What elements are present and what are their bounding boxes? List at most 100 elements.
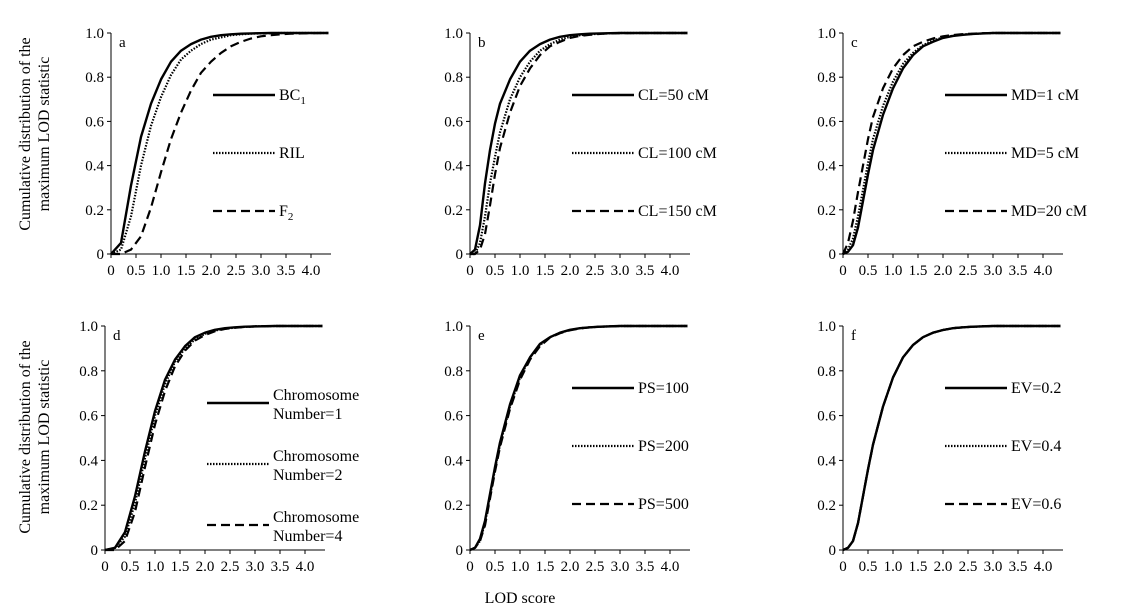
x-tick-label: 2.5 (586, 263, 605, 279)
panel-label: a (119, 35, 126, 51)
legend-label: PS=100 (638, 380, 689, 397)
x-tick-label: 1.0 (511, 559, 530, 575)
x-tick-label: 3.0 (611, 559, 630, 575)
chart-panel-e: 0 0.2 0.4 0.6 0.8 1.0 0 0.5 1.0 1.5 2.0 2.5 3.0 3.5 4.… (444, 319, 690, 575)
x-tick-label: 1.0 (511, 263, 530, 279)
legend-label: MD=20 cM (1011, 203, 1087, 220)
legend-label: Chromosome (273, 448, 359, 465)
x-tick-label: 1.0 (152, 263, 171, 279)
y-tick-label: 0.4 (79, 453, 98, 469)
y-tick-label: 0.6 (817, 409, 836, 425)
series-line-solid (469, 324, 688, 552)
x-tick-label: 3.0 (984, 559, 1003, 575)
y-tick-label: 0.6 (817, 114, 836, 130)
x-tick-label: 3.5 (636, 263, 655, 279)
x-tick-label: 3.0 (252, 263, 271, 279)
y-tick-label: 0 (829, 247, 837, 263)
legend-label: BC1 (279, 87, 306, 107)
x-tick-label: 4.0 (1034, 559, 1053, 575)
x-axis-title: LOD score (485, 590, 556, 607)
x-tick-label: 2.5 (586, 559, 605, 575)
x-tick-label: 0 (466, 263, 474, 279)
y-axis-title-bottom: Cumulative distribution of the (17, 340, 34, 533)
y-tick-label: 1.0 (817, 26, 836, 42)
series-line-dashed (470, 31, 688, 256)
series-line-dotted (104, 324, 323, 552)
legend-label: CL=150 cM (638, 203, 717, 220)
legend-label: PS=500 (638, 496, 689, 513)
legend-label: MD=1 cM (1011, 87, 1079, 104)
x-tick-label: 3.5 (271, 559, 290, 575)
y-tick-label: 0.4 (444, 159, 463, 175)
series-line-solid (842, 324, 1061, 552)
x-tick-label: 1.5 (909, 263, 928, 279)
y-tick-label: 0.8 (817, 364, 836, 380)
y-tick-label: 0.2 (817, 203, 836, 219)
x-tick-label: 1.5 (177, 263, 196, 279)
series-line-dotted (110, 31, 329, 256)
legend-label-subscript: 1 (300, 95, 306, 107)
y-tick-label: 1.0 (817, 319, 836, 335)
x-tick-label: 1.5 (171, 559, 190, 575)
series-line-dotted (842, 31, 1061, 255)
y-tick-label: 0.6 (79, 409, 98, 425)
y-tick-label: 0 (456, 543, 464, 559)
y-tick-label: 0 (91, 543, 99, 559)
x-tick-label: 2.5 (959, 263, 978, 279)
y-tick-label: 0.2 (444, 498, 463, 514)
y-tick-label: 1.0 (444, 26, 463, 42)
series-line-solid (104, 324, 323, 552)
y-tick-label: 0.4 (85, 159, 104, 175)
x-tick-label: 2.5 (959, 559, 978, 575)
y-tick-label: 0.8 (817, 70, 836, 86)
legend-label: F2 (279, 203, 293, 223)
chart-panel-b: 0 0.2 0.4 0.6 0.8 1.0 0 0.5 1.0 1.5 2.0 2.5 3.0 3.5 4.… (444, 26, 717, 279)
x-tick-label: 1.0 (884, 559, 903, 575)
series-line-dashed (111, 31, 329, 256)
y-tick-label: 0 (456, 247, 464, 263)
x-tick-label: 2.0 (934, 263, 953, 279)
legend-label: EV=0.6 (1011, 496, 1061, 513)
x-tick-label: 2.5 (221, 559, 240, 575)
x-tick-label: 1.0 (884, 263, 903, 279)
legend-label-subscript: 2 (288, 211, 294, 223)
x-tick-label: 2.0 (561, 263, 580, 279)
x-tick-label: 4.0 (661, 263, 680, 279)
x-tick-label: 3.5 (1009, 559, 1028, 575)
chart-panel-c: 0 0.2 0.4 0.6 0.8 1.0 0 0.5 1.0 1.5 2.0 2.5 3.0 3.5 4.… (817, 26, 1087, 279)
x-tick-label: 2.0 (202, 263, 221, 279)
x-tick-label: 0.5 (121, 559, 140, 575)
y-axis-title-top-line2: maximum LOD statistic (36, 57, 53, 212)
y-tick-label: 0.2 (817, 498, 836, 514)
x-tick-label: 4.0 (1034, 263, 1053, 279)
legend-label-line2: Number=4 (273, 528, 342, 545)
x-tick-label: 3.0 (246, 559, 265, 575)
x-tick-label: 1.5 (536, 559, 555, 575)
x-tick-label: 3.5 (277, 263, 296, 279)
y-tick-label: 0.2 (85, 203, 104, 219)
x-tick-label: 2.5 (227, 263, 246, 279)
y-tick-label: 0.8 (444, 364, 463, 380)
y-tick-label: 1.0 (79, 319, 98, 335)
legend-label-line2: Number=2 (273, 467, 342, 484)
chart-panel-d: 0 0.2 0.4 0.6 0.8 1.0 0 0.5 1.0 1.5 2.0 2.5 3.0 3.5 4.… (79, 319, 359, 575)
x-tick-label: 0 (101, 559, 109, 575)
y-tick-label: 1.0 (444, 319, 463, 335)
x-tick-label: 0.5 (859, 559, 878, 575)
y-tick-label: 0.8 (444, 70, 463, 86)
panel-label: c (851, 35, 858, 51)
x-tick-label: 0.5 (859, 263, 878, 279)
y-tick-label: 0 (829, 543, 837, 559)
y-tick-label: 0.8 (85, 70, 104, 86)
series-line-solid (469, 31, 688, 255)
x-tick-label: 3.5 (636, 559, 655, 575)
legend-label: MD=5 cM (1011, 145, 1079, 162)
x-tick-label: 0 (107, 263, 115, 279)
legend-label: PS=200 (638, 438, 689, 455)
panel-label: d (113, 328, 121, 344)
y-tick-label: 0.4 (444, 453, 463, 469)
legend-label: Chromosome (273, 387, 359, 404)
x-tick-label: 1.5 (536, 263, 555, 279)
y-axis-title-top: Cumulative distribution of the (17, 37, 34, 230)
